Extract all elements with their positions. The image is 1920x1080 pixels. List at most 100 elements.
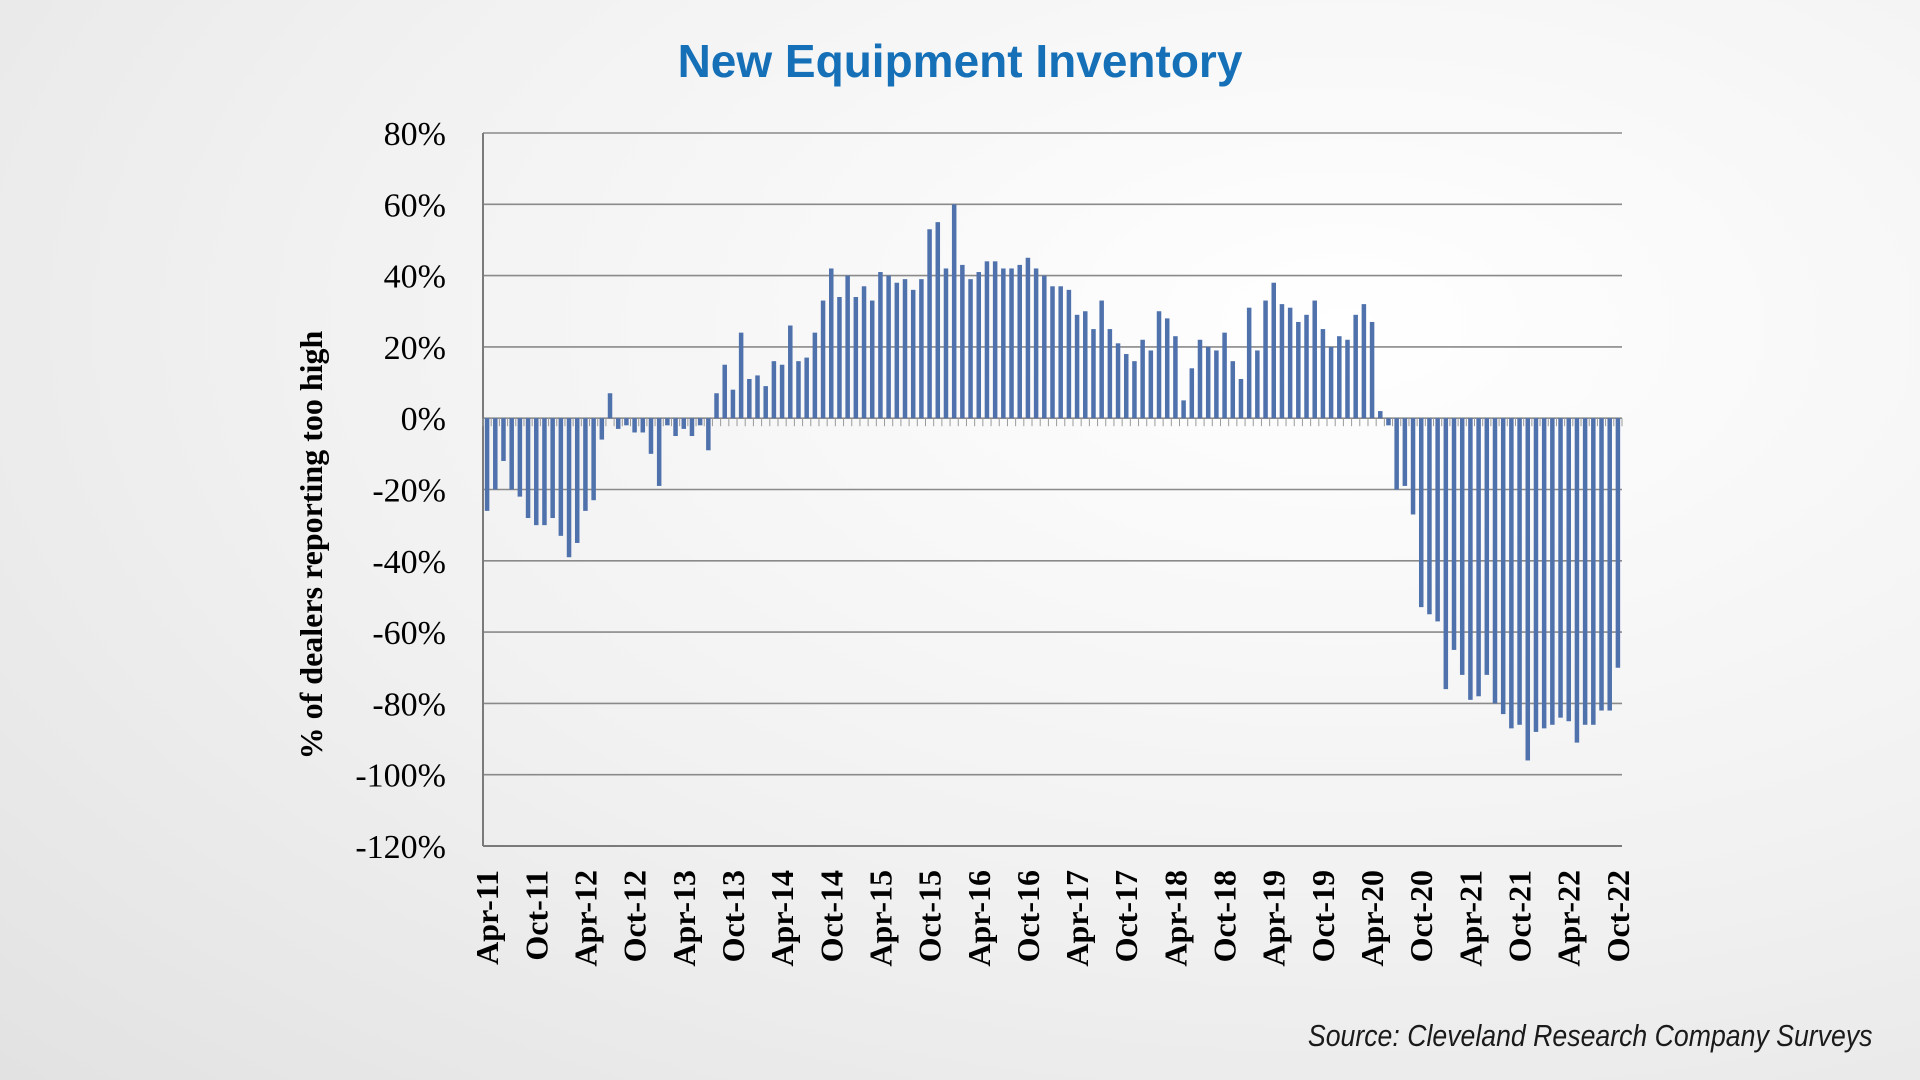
bar	[1017, 264, 1022, 419]
x-tick-label: Apr-18	[1157, 870, 1193, 967]
gridlines	[483, 132, 1622, 847]
bar	[1435, 418, 1440, 622]
bar	[869, 300, 875, 419]
bar	[1246, 307, 1252, 419]
x-tick-label: Oct-17	[1108, 870, 1144, 962]
x-tick-label: Oct-20	[1403, 870, 1439, 962]
bar	[1418, 418, 1424, 608]
bar	[1378, 411, 1383, 419]
bar	[1222, 332, 1227, 419]
bar	[1500, 418, 1506, 715]
bar	[673, 418, 678, 437]
bar	[656, 418, 662, 486]
bar	[1427, 418, 1432, 615]
bar	[1582, 418, 1588, 725]
x-tick-label: Oct-21	[1502, 870, 1538, 962]
bar	[968, 279, 973, 419]
bar	[722, 364, 727, 419]
bar	[1353, 314, 1358, 419]
bar	[1459, 418, 1465, 675]
bar	[1394, 418, 1399, 490]
bar	[501, 418, 506, 461]
bar	[804, 357, 809, 419]
bar	[1312, 300, 1317, 419]
bar	[534, 418, 539, 526]
bar	[583, 418, 588, 511]
axes	[482, 133, 1623, 847]
bar	[1386, 418, 1391, 426]
bar	[1599, 418, 1604, 711]
x-tick-label: Oct-15	[912, 870, 948, 962]
bar	[1492, 418, 1498, 704]
bar	[632, 418, 637, 433]
x-tick-label: Apr-16	[961, 870, 997, 967]
bar	[1230, 361, 1236, 419]
bar	[648, 418, 654, 454]
y-tick-label: 40%	[384, 259, 446, 296]
x-tick-label: Apr-17	[1059, 870, 1095, 967]
bar	[976, 272, 982, 419]
bar	[1615, 418, 1621, 668]
bar	[730, 389, 736, 419]
bar	[607, 393, 613, 419]
bar	[1279, 304, 1285, 419]
bar	[960, 264, 965, 419]
bar	[992, 261, 998, 419]
bar	[1173, 336, 1178, 419]
x-tick-label: Oct-13	[715, 870, 751, 962]
bar	[1541, 418, 1547, 729]
bar	[550, 418, 555, 519]
bar	[566, 418, 572, 558]
bar	[1345, 339, 1350, 419]
bar	[984, 261, 990, 419]
bar	[1197, 339, 1203, 419]
bar	[1107, 329, 1113, 419]
x-tick-label: Apr-11	[469, 870, 505, 965]
bar	[599, 418, 605, 440]
bars	[484, 204, 1621, 761]
bar	[894, 282, 900, 419]
bar	[484, 418, 490, 511]
bar	[1033, 268, 1039, 419]
bar	[1550, 418, 1555, 725]
chart-title: New Equipment Inventory	[677, 35, 1243, 87]
bar	[1328, 346, 1334, 419]
bar	[1271, 282, 1276, 419]
bar	[829, 268, 834, 419]
bar	[1607, 418, 1612, 711]
bar	[1083, 311, 1088, 419]
bar	[1558, 418, 1563, 718]
bar	[1132, 361, 1137, 419]
bar	[1517, 418, 1522, 725]
bar	[1009, 268, 1014, 419]
bar	[1001, 268, 1006, 419]
bar	[878, 272, 883, 419]
bar	[1337, 336, 1342, 419]
bar	[1451, 418, 1457, 650]
y-tick-label: -120%	[355, 829, 446, 866]
x-tick-label: Apr-19	[1256, 870, 1292, 967]
bar	[1214, 350, 1219, 419]
bar	[1091, 329, 1096, 419]
bar	[1042, 275, 1047, 419]
x-tick-label: Oct-18	[1207, 870, 1243, 962]
bar	[1591, 418, 1596, 725]
bar	[665, 418, 670, 426]
bar	[591, 418, 596, 501]
x-tick-label: Oct-14	[813, 870, 849, 962]
x-tick-label: Apr-21	[1452, 870, 1488, 967]
bar	[1296, 321, 1301, 419]
bar	[837, 296, 842, 419]
bar	[779, 364, 785, 419]
bar	[697, 418, 703, 426]
bar	[1476, 418, 1481, 697]
bar	[853, 296, 859, 419]
x-tick-label: Apr-12	[567, 870, 603, 967]
x-tick-labels: Apr-11 Oct-11 Apr-12 Oct-12 Apr-13 Oct-13 Apr-…	[469, 870, 1636, 967]
bar	[755, 375, 760, 419]
bar	[1050, 286, 1055, 419]
bar	[919, 279, 924, 419]
bar	[1156, 311, 1162, 419]
bar	[935, 222, 941, 419]
